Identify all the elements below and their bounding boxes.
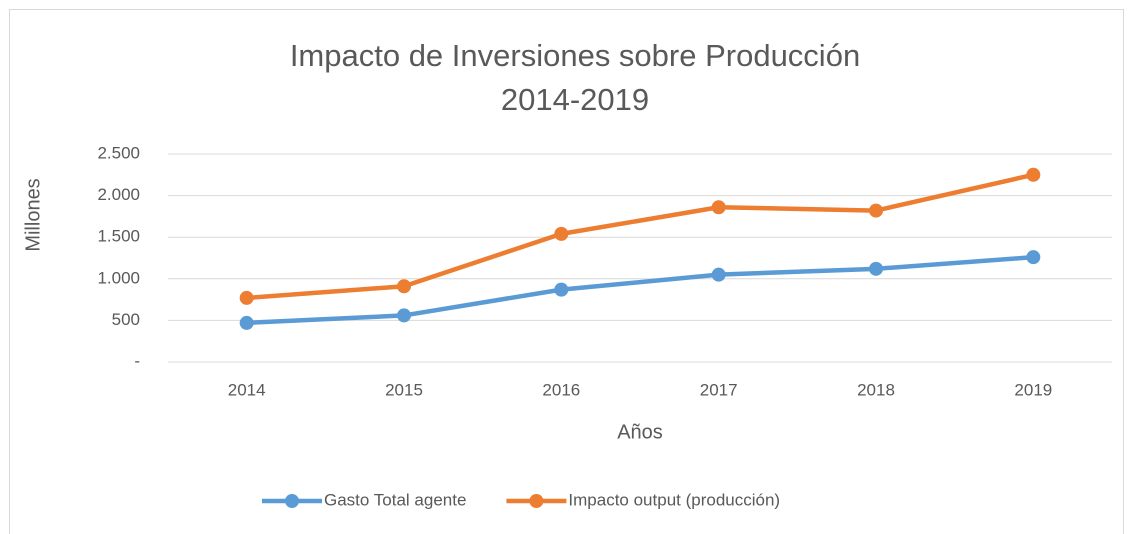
y-tick-label: 1.500 (97, 227, 140, 246)
data-point (1026, 167, 1041, 182)
data-point (869, 261, 883, 276)
x-axis-title: Años (617, 421, 663, 443)
x-tick-label: 2014 (228, 380, 266, 399)
data-point (554, 282, 569, 297)
y-tick-label: 2.500 (97, 143, 140, 162)
legend-label: Impacto output (producción) (568, 490, 780, 509)
data-point (239, 315, 254, 330)
y-tick-label: 2.000 (97, 185, 140, 204)
y-tick-label: - (134, 351, 140, 370)
series-line (246, 254, 1034, 326)
x-tick-label: 2019 (1014, 380, 1052, 399)
x-tick-label: 2015 (385, 380, 423, 399)
data-point (1026, 250, 1041, 265)
x-tick-label: 2017 (700, 380, 738, 399)
chart-frame (9, 9, 1124, 534)
data-point (869, 203, 883, 218)
x-tick-label: 2016 (542, 380, 580, 399)
data-point (397, 308, 411, 323)
legend-label: Gasto Total agente (324, 490, 466, 509)
data-point (711, 200, 726, 215)
y-axis-title: Millones (22, 178, 44, 251)
x-tick-label: 2018 (857, 380, 895, 399)
series-line (246, 172, 1034, 301)
legend-marker (285, 494, 299, 508)
data-point (711, 267, 726, 282)
data-point (239, 290, 254, 305)
legend-marker (529, 494, 544, 508)
data-point (554, 226, 569, 241)
chart-title: Impacto de Inversiones sobre Producción (290, 38, 860, 73)
y-tick-label: 1.000 (97, 268, 140, 287)
y-tick-label: 500 (112, 310, 140, 329)
data-point (397, 279, 411, 294)
chart-subtitle: 2014-2019 (501, 82, 649, 117)
